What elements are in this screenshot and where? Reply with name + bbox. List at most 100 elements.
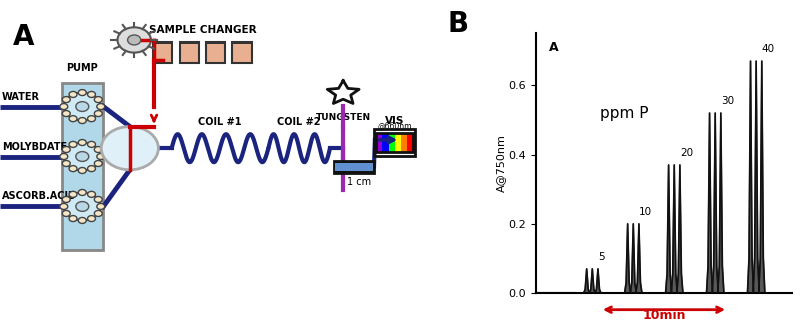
Circle shape	[62, 161, 70, 166]
Circle shape	[97, 104, 105, 110]
Circle shape	[60, 154, 68, 160]
Text: 1 cm: 1 cm	[346, 177, 370, 187]
Circle shape	[69, 215, 77, 221]
FancyBboxPatch shape	[179, 42, 199, 63]
Circle shape	[62, 97, 70, 103]
Bar	[394, 133, 401, 152]
Circle shape	[69, 191, 77, 197]
Circle shape	[76, 102, 89, 112]
Text: 20: 20	[680, 148, 693, 158]
Polygon shape	[671, 165, 678, 293]
Circle shape	[102, 127, 158, 170]
Circle shape	[76, 201, 89, 211]
Text: WATER: WATER	[2, 92, 40, 102]
Text: PUMP: PUMP	[66, 63, 98, 73]
Circle shape	[87, 92, 95, 98]
Text: 30: 30	[721, 96, 734, 106]
FancyBboxPatch shape	[62, 83, 103, 250]
Circle shape	[97, 154, 105, 160]
Circle shape	[69, 142, 77, 148]
Polygon shape	[747, 61, 754, 293]
Text: ASCORB.ACID: ASCORB.ACID	[2, 191, 77, 201]
Polygon shape	[712, 113, 718, 293]
Text: COIL #1: COIL #1	[198, 117, 242, 127]
Polygon shape	[758, 61, 765, 293]
Polygon shape	[590, 269, 595, 293]
Circle shape	[128, 35, 141, 45]
Circle shape	[87, 191, 95, 197]
Text: 5: 5	[598, 252, 605, 262]
Polygon shape	[636, 224, 642, 293]
Bar	[382, 133, 389, 152]
Bar	[334, 161, 374, 173]
Text: B: B	[447, 10, 468, 38]
Circle shape	[62, 196, 70, 202]
Circle shape	[87, 215, 95, 221]
Circle shape	[97, 203, 105, 209]
Circle shape	[78, 90, 86, 96]
Circle shape	[78, 189, 86, 195]
Text: COIL #2: COIL #2	[278, 117, 321, 127]
Circle shape	[76, 152, 89, 162]
Bar	[335, 163, 373, 171]
Circle shape	[118, 27, 151, 53]
Circle shape	[62, 210, 70, 216]
Bar	[376, 133, 413, 152]
Polygon shape	[327, 81, 359, 104]
Bar	[389, 133, 394, 152]
Polygon shape	[753, 61, 759, 293]
Text: A: A	[549, 41, 558, 54]
Bar	[232, 41, 252, 44]
Circle shape	[60, 104, 68, 110]
Text: 10min: 10min	[642, 309, 686, 322]
Text: 10: 10	[639, 207, 652, 217]
Circle shape	[94, 161, 102, 166]
Circle shape	[94, 210, 102, 216]
FancyBboxPatch shape	[153, 42, 173, 63]
Circle shape	[94, 97, 102, 103]
Bar	[401, 133, 407, 152]
Text: A: A	[13, 23, 34, 51]
Polygon shape	[718, 113, 724, 293]
Polygon shape	[706, 113, 713, 293]
Circle shape	[62, 147, 70, 153]
Text: VIS: VIS	[385, 116, 404, 126]
Bar	[153, 41, 173, 44]
Circle shape	[78, 118, 86, 124]
Circle shape	[64, 93, 101, 121]
Polygon shape	[630, 224, 636, 293]
Circle shape	[69, 166, 77, 171]
Circle shape	[62, 111, 70, 117]
Circle shape	[87, 142, 95, 148]
Text: @660nm: @660nm	[378, 121, 412, 130]
Circle shape	[64, 143, 101, 170]
Circle shape	[69, 92, 77, 98]
Text: SAMPLE CHANGER: SAMPLE CHANGER	[149, 25, 256, 35]
FancyBboxPatch shape	[232, 42, 252, 63]
Text: MOLYBDATE: MOLYBDATE	[2, 142, 67, 152]
Circle shape	[60, 203, 68, 209]
Circle shape	[87, 166, 95, 171]
FancyBboxPatch shape	[206, 42, 226, 63]
Bar	[374, 129, 415, 156]
Circle shape	[78, 167, 86, 173]
Circle shape	[78, 140, 86, 146]
Circle shape	[64, 192, 101, 220]
Polygon shape	[584, 269, 590, 293]
Text: 40: 40	[762, 44, 775, 54]
Bar	[407, 133, 413, 152]
Text: TUNGSTEN: TUNGSTEN	[316, 113, 370, 122]
Bar	[376, 133, 382, 152]
Polygon shape	[625, 224, 630, 293]
Polygon shape	[595, 269, 601, 293]
Circle shape	[94, 111, 102, 117]
Circle shape	[69, 116, 77, 122]
Bar	[206, 41, 226, 44]
Polygon shape	[666, 165, 672, 293]
Circle shape	[87, 116, 95, 122]
Y-axis label: A@750nm: A@750nm	[496, 134, 506, 192]
Bar	[179, 41, 199, 44]
Polygon shape	[677, 165, 683, 293]
Circle shape	[78, 217, 86, 223]
Circle shape	[94, 147, 102, 153]
